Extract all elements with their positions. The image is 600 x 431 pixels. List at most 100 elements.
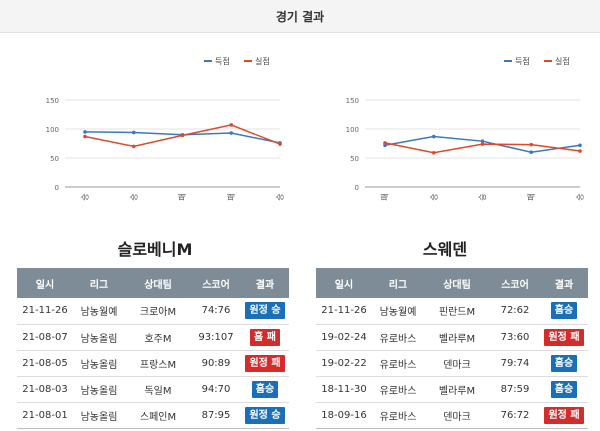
date-cell: 21-11-26	[316, 298, 372, 325]
data-point	[431, 134, 436, 139]
league-cell: 남농올림	[73, 350, 125, 377]
result-cell: 원정 승	[241, 298, 289, 325]
score-cell: 87:59	[490, 376, 540, 403]
data-point	[229, 123, 234, 127]
score-cell: 73:60	[490, 324, 540, 351]
data-point	[480, 139, 485, 143]
score-cell: 93:107	[191, 324, 241, 351]
column-header: 상대팀	[443, 279, 471, 291]
y-tick-label: 100	[346, 126, 359, 134]
date-cell: 19-02-22	[316, 350, 372, 377]
y-tick-label: 0	[355, 184, 359, 192]
column-header: 일시	[334, 279, 354, 291]
data-point	[180, 133, 185, 138]
table-row: 18-09-16 유로바스 덴마크 76:72 원정 패	[316, 402, 588, 429]
y-tick-label: 0	[55, 184, 59, 192]
chart-right: 0 50 100 150 패 승 승 패 승 득점 실점	[305, 40, 595, 230]
column-header: 일시	[35, 279, 55, 291]
page-title: 경기 결과	[275, 9, 325, 24]
score-cell: 76:72	[490, 402, 540, 429]
team-name-left: 슬로베니M	[117, 240, 193, 259]
table-row: 19-02-22 유로바스 덴마크 79:74 홈승	[316, 350, 588, 377]
page-header: 경기 결과	[0, 0, 600, 33]
data-point	[383, 141, 387, 145]
result-badge: 원정 패	[544, 406, 584, 424]
date-cell: 21-08-05	[17, 350, 73, 377]
x-tick-label: 승	[576, 193, 585, 200]
column-header: 상대팀	[144, 279, 172, 291]
score-cell: 74:76	[191, 298, 241, 325]
x-tick-label: 패	[526, 193, 536, 200]
legend-label: 실점	[255, 56, 270, 66]
data-point	[578, 143, 582, 148]
result-badge: 원정 승	[245, 302, 285, 320]
result-badge: 원정 패	[245, 354, 285, 372]
data-point	[229, 131, 234, 135]
opponent-cell: 호주M	[125, 324, 191, 351]
data-point	[578, 149, 582, 153]
x-tick-label: 승	[276, 193, 285, 200]
table-row: 21-08-07 남농올림 호주M 93:107 홈 패	[17, 324, 289, 351]
date-cell: 19-02-24	[316, 324, 372, 351]
y-tick-label: 50	[50, 155, 59, 163]
result-cell: 홈승	[540, 350, 588, 377]
y-tick-label: 100	[46, 126, 59, 134]
data-point	[529, 142, 534, 147]
x-tick-label: 승	[429, 193, 438, 200]
date-cell: 21-08-01	[17, 402, 73, 429]
data-point	[278, 142, 282, 146]
column-header: 결과	[255, 279, 275, 291]
league-cell: 남농올림	[73, 402, 125, 429]
opponent-cell: 핀란드M	[424, 298, 490, 325]
table-row: 21-11-26 남농월예 핀란드M 72:62 홈승	[316, 298, 588, 325]
result-badge: 홈승	[550, 302, 578, 320]
date-cell: 21-11-26	[17, 298, 73, 325]
table-row: 21-08-01 남농올림 스페인M 87:95 원정 승	[17, 402, 289, 429]
y-tick-label: 50	[350, 155, 359, 163]
date-cell: 21-08-07	[17, 324, 73, 351]
results-table-left: 일시 리그 상대팀 스코어 결과 21-11-26 남농월예 크로아M 74:76 원정…	[17, 268, 289, 429]
results-table-right: 일시 리그 상대팀 스코어 결과 21-11-26 남농월예 핀란드M 72:62 홈승…	[316, 268, 588, 429]
column-header: 결과	[554, 279, 574, 291]
x-tick-label: 패	[177, 193, 187, 200]
result-cell: 홈승	[241, 376, 289, 403]
x-tick-label: 승	[81, 193, 90, 200]
opponent-cell: 독일M	[125, 376, 191, 403]
chart-left: 0 50 100 150 승 승 패 패 승 득점 실점	[5, 40, 295, 230]
opponent-cell: 덴마크	[424, 350, 490, 377]
result-badge: 홈승	[550, 380, 578, 398]
opponent-cell: 프랑스M	[125, 350, 191, 377]
score-cell: 79:74	[490, 350, 540, 377]
table-header-row: 일시 리그 상대팀 스코어 결과	[17, 268, 289, 298]
date-cell: 21-08-03	[17, 376, 73, 403]
table-row: 19-02-24 유로바스 벨라루M 73:60 원정 패	[316, 324, 588, 351]
league-cell: 유로바스	[372, 376, 424, 403]
data-point	[83, 130, 87, 134]
date-cell: 18-09-16	[316, 402, 372, 429]
data-point	[131, 144, 136, 149]
result-cell: 원정 패	[540, 402, 588, 429]
opponent-cell: 벨라루M	[424, 324, 490, 351]
result-badge: 홈승	[550, 354, 578, 372]
league-cell: 남농올림	[73, 376, 125, 403]
table-header-row: 일시 리그 상대팀 스코어 결과	[316, 268, 588, 298]
data-point	[529, 150, 534, 154]
result-cell: 원정 승	[241, 402, 289, 429]
result-cell: 원정 패	[540, 324, 588, 351]
opponent-cell: 스페인M	[125, 402, 191, 429]
score-cell: 87:95	[191, 402, 241, 429]
table-row: 18-11-30 유로바스 벨라루M 87:59 홈승	[316, 376, 588, 403]
opponent-cell: 덴마크	[424, 402, 490, 429]
team-name-right: 스웨덴	[422, 240, 468, 259]
result-cell: 홈승	[540, 376, 588, 403]
score-cell: 90:89	[191, 350, 241, 377]
result-badge: 홈승	[251, 380, 279, 398]
x-tick-label: 승	[129, 193, 138, 200]
opponent-cell: 벨라루M	[424, 376, 490, 403]
data-point	[431, 150, 436, 155]
legend-label: 실점	[555, 56, 570, 66]
result-badge: 원정 패	[544, 328, 584, 346]
league-cell: 유로바스	[372, 324, 424, 351]
column-header: 스코어	[202, 279, 230, 291]
result-cell: 원정 패	[241, 350, 289, 377]
